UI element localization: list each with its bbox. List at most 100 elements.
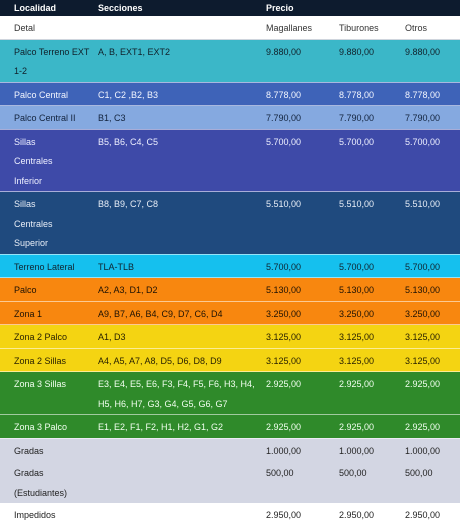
row-otros: 5.700,00	[405, 128, 460, 192]
header-empty-1	[339, 0, 405, 16]
row-tiburones: 8.778,00	[339, 81, 405, 106]
row-tiburones: 2.950,00	[339, 503, 405, 526]
row-secciones	[98, 503, 266, 526]
table-row: Terreno Lateral TLA-TLB 5.700,00 5.700,0…	[0, 253, 460, 278]
row-secciones: A, B, EXT1, EXT2	[98, 39, 266, 82]
row-tiburones: 3.250,00	[339, 300, 405, 325]
row-localidad: Palco Central	[0, 81, 98, 106]
row-localidad: Zona 2 Palco	[0, 324, 98, 348]
row-otros: 3.250,00	[405, 300, 460, 325]
row-localidad: Sillas Centrales Superior	[0, 191, 98, 254]
row-secciones: E3, E4, E5, E6, F3, F4, F5, F6, H3, H4, …	[98, 371, 266, 415]
header-localidad: Localidad	[0, 0, 98, 16]
header-secciones: Secciones	[98, 0, 266, 16]
row-otros: 8.778,00	[405, 81, 460, 106]
row-localidad: Zona 1	[0, 300, 98, 325]
row-localidad: Gradas (Estudiantes)	[0, 461, 98, 503]
table-row: Gradas 1.000,00 1.000,00 1.000,00	[0, 437, 460, 461]
row-localidad: Zona 3 Palco	[0, 414, 98, 438]
row-secciones: B1, C3	[98, 105, 266, 129]
row-otros: 5.130,00	[405, 277, 460, 301]
table-row: Zona 3 Sillas E3, E4, E5, E6, F3, F4, F5…	[0, 371, 460, 415]
table-row: Gradas (Estudiantes) 500,00 500,00 500,0…	[0, 461, 460, 503]
row-localidad: Zona 2 Sillas	[0, 347, 98, 372]
table-row: Palco Terreno EXT 1-2 A, B, EXT1, EXT2 9…	[0, 39, 460, 82]
row-magallanes: 500,00	[266, 461, 339, 503]
row-magallanes: 3.125,00	[266, 324, 339, 348]
row-magallanes: 3.250,00	[266, 300, 339, 325]
table-row: Sillas Centrales Inferior B5, B6, C4, C5…	[0, 128, 460, 192]
subheader-empty	[98, 16, 266, 40]
row-secciones: A2, A3, D1, D2	[98, 277, 266, 301]
row-otros: 7.790,00	[405, 105, 460, 129]
row-secciones: B5, B6, C4, C5	[98, 128, 266, 192]
row-otros: 2.925,00	[405, 371, 460, 415]
row-secciones: A9, B7, A6, B4, C9, D7, C6, D4	[98, 300, 266, 325]
row-localidad: Sillas Centrales Inferior	[0, 128, 98, 192]
row-magallanes: 1.000,00	[266, 437, 339, 461]
row-otros: 5.510,00	[405, 191, 460, 254]
row-tiburones: 5.700,00	[339, 128, 405, 192]
row-otros: 3.125,00	[405, 324, 460, 348]
row-tiburones: 2.925,00	[339, 414, 405, 438]
row-localidad: Palco Central II	[0, 105, 98, 129]
row-tiburones: 7.790,00	[339, 105, 405, 129]
row-otros: 5.700,00	[405, 253, 460, 278]
table-row: Sillas Centrales Superior B8, B9, C7, C8…	[0, 191, 460, 254]
row-secciones: A1, D3	[98, 324, 266, 348]
row-magallanes: 5.700,00	[266, 253, 339, 278]
row-tiburones: 5.130,00	[339, 277, 405, 301]
row-tiburones: 9.880,00	[339, 39, 405, 82]
row-magallanes: 5.510,00	[266, 191, 339, 254]
row-localidad: Zona 3 Sillas	[0, 371, 98, 415]
subheader-otros: Otros	[405, 16, 460, 40]
row-otros: 9.880,00	[405, 39, 460, 82]
row-otros: 3.125,00	[405, 347, 460, 372]
subheader-tiburones: Tiburones	[339, 16, 405, 40]
row-secciones: A4, A5, A7, A8, D5, D6, D8, D9	[98, 347, 266, 372]
row-secciones: TLA-TLB	[98, 253, 266, 278]
table-row: Zona 2 Sillas A4, A5, A7, A8, D5, D6, D8…	[0, 347, 460, 372]
table-row: Zona 3 Palco E1, E2, F1, F2, H1, H2, G1,…	[0, 414, 460, 438]
row-magallanes: 9.880,00	[266, 39, 339, 82]
row-tiburones: 5.510,00	[339, 191, 405, 254]
header-precio: Precio	[266, 0, 339, 16]
row-magallanes: 2.925,00	[266, 371, 339, 415]
row-secciones	[98, 461, 266, 503]
row-secciones: C1, C2 ,B2, B3	[98, 81, 266, 106]
row-localidad: Impedidos	[0, 503, 98, 526]
row-magallanes: 7.790,00	[266, 105, 339, 129]
table-row: Zona 1 A9, B7, A6, B4, C9, D7, C6, D4 3.…	[0, 300, 460, 325]
table-row: Palco A2, A3, D1, D2 5.130,00 5.130,00 5…	[0, 277, 460, 301]
row-localidad: Terreno Lateral	[0, 253, 98, 278]
row-tiburones: 3.125,00	[339, 324, 405, 348]
row-tiburones: 2.925,00	[339, 371, 405, 415]
table-header-row: Localidad Secciones Precio	[0, 0, 460, 16]
subheader-detal: Detal	[0, 16, 98, 40]
row-secciones: B8, B9, C7, C8	[98, 191, 266, 254]
row-magallanes: 2.925,00	[266, 414, 339, 438]
table-row: Zona 2 Palco A1, D3 3.125,00 3.125,00 3.…	[0, 324, 460, 348]
row-tiburones: 1.000,00	[339, 437, 405, 461]
subheader-magallanes: Magallanes	[266, 16, 339, 40]
row-otros: 500,00	[405, 461, 460, 503]
table-row: Palco Central C1, C2 ,B2, B3 8.778,00 8.…	[0, 81, 460, 106]
row-otros: 2.925,00	[405, 414, 460, 438]
row-tiburones: 500,00	[339, 461, 405, 503]
table-subheader-row: Detal Magallanes Tiburones Otros	[0, 16, 460, 40]
row-localidad: Palco	[0, 277, 98, 301]
row-otros: 1.000,00	[405, 437, 460, 461]
table-row: Palco Central II B1, C3 7.790,00 7.790,0…	[0, 105, 460, 129]
row-tiburones: 5.700,00	[339, 253, 405, 278]
row-magallanes: 2.950,00	[266, 503, 339, 526]
row-otros: 2.950,00	[405, 503, 460, 526]
table-row: Impedidos 2.950,00 2.950,00 2.950,00	[0, 503, 460, 526]
row-secciones: E1, E2, F1, F2, H1, H2, G1, G2	[98, 414, 266, 438]
row-tiburones: 3.125,00	[339, 347, 405, 372]
row-secciones	[98, 437, 266, 461]
row-localidad: Palco Terreno EXT 1-2	[0, 39, 98, 82]
row-localidad: Gradas	[0, 437, 98, 461]
row-magallanes: 5.700,00	[266, 128, 339, 192]
header-empty-2	[405, 0, 460, 16]
